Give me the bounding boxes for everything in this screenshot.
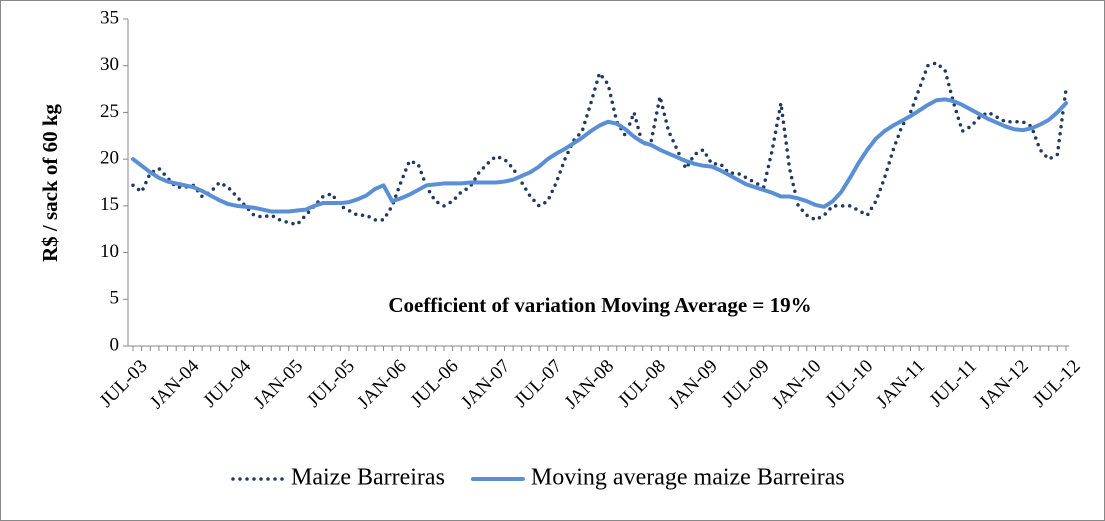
y-tick-label: 35 — [100, 7, 119, 28]
y-tick-label: 20 — [100, 148, 119, 169]
y-tick-label: 30 — [100, 54, 119, 75]
annotation: Coefficient of variation Moving Average … — [388, 293, 811, 317]
series-line — [131, 97, 1068, 214]
legend-label: Moving average maize Barreiras — [531, 465, 845, 491]
legend-label: Maize Barreiras — [291, 465, 445, 491]
y-tick-label: 10 — [100, 241, 119, 262]
y-tick-label: 25 — [100, 101, 119, 122]
y-tick-label: 5 — [110, 288, 120, 309]
y-axis-label: R$ / sack of 60 kg — [38, 103, 62, 262]
series-line — [131, 61, 1068, 227]
y-tick-label: 0 — [110, 334, 120, 355]
y-tick-label: 15 — [100, 194, 119, 215]
